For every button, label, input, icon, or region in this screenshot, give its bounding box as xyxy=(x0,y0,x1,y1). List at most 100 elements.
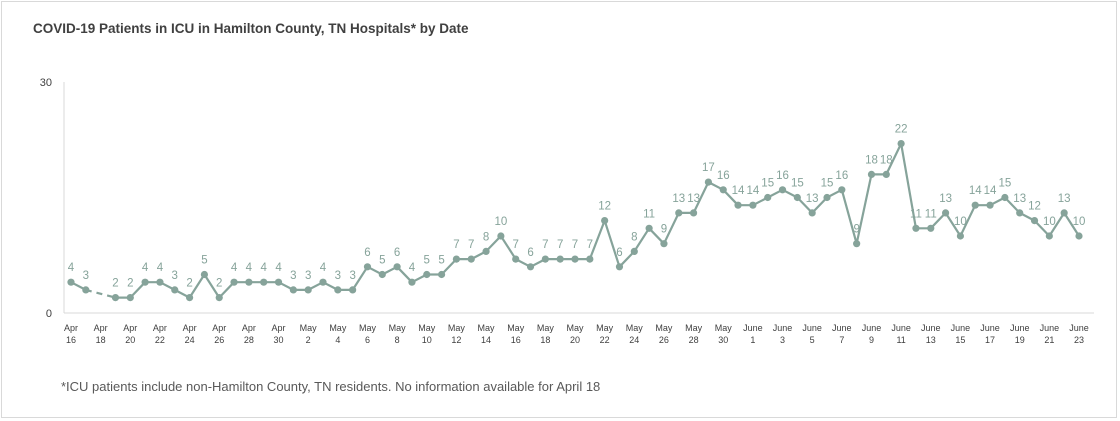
data-label: 3 xyxy=(335,270,341,282)
data-label: 6 xyxy=(616,247,622,259)
x-tick-label: 17 xyxy=(985,335,995,345)
x-tick-label: Apr xyxy=(64,323,78,333)
data-point xyxy=(482,247,490,255)
data-point xyxy=(526,263,535,271)
x-tick-label: 24 xyxy=(185,335,195,345)
data-label: 4 xyxy=(246,262,253,274)
data-point xyxy=(986,201,994,209)
data-label: 4 xyxy=(142,262,149,274)
data-point xyxy=(245,278,253,286)
x-tick-label: May xyxy=(655,323,673,333)
data-label: 2 xyxy=(186,278,192,290)
x-tick-label: June xyxy=(862,323,882,333)
data-label: 13 xyxy=(806,193,819,205)
data-point xyxy=(423,270,431,279)
data-point xyxy=(971,201,979,209)
data-label: 7 xyxy=(513,239,519,251)
data-point xyxy=(408,278,416,286)
series-line-segment xyxy=(885,142,903,176)
data-point xyxy=(82,286,90,294)
data-point xyxy=(185,294,194,302)
x-tick-label: May xyxy=(626,323,644,333)
x-tick-label: 28 xyxy=(244,335,254,345)
data-point xyxy=(452,255,461,263)
series-line-segment xyxy=(188,273,206,299)
x-tick-label: May xyxy=(507,323,525,333)
x-tick-label: 22 xyxy=(600,335,610,345)
x-tick-label: 18 xyxy=(96,335,106,345)
data-label: 4 xyxy=(409,262,416,274)
series-line-segment xyxy=(633,227,651,253)
chart-title: COVID-19 Patients in ICU in Hamilton Cou… xyxy=(33,21,469,36)
x-tick-label: 9 xyxy=(869,335,874,345)
data-label: 18 xyxy=(865,154,878,166)
data-point xyxy=(630,247,638,255)
data-label: 22 xyxy=(895,124,908,136)
x-tick-label: June xyxy=(1069,323,1089,333)
data-label: 5 xyxy=(201,255,207,267)
data-label: 15 xyxy=(998,178,1011,190)
x-tick-label: 7 xyxy=(839,335,844,345)
series-line-segment xyxy=(692,181,710,214)
data-point xyxy=(1045,232,1053,240)
data-label: 6 xyxy=(394,247,400,259)
data-label: 8 xyxy=(483,231,489,243)
x-tick-label: 1 xyxy=(750,335,755,345)
x-tick-label: May xyxy=(329,323,347,333)
x-tick-label: 23 xyxy=(1074,335,1084,345)
x-tick-label: May xyxy=(715,323,733,333)
x-tick-label: June xyxy=(980,323,1000,333)
data-point xyxy=(882,170,890,178)
x-tick-label: June xyxy=(1010,323,1030,333)
data-label: 8 xyxy=(631,231,637,243)
data-point xyxy=(586,255,594,263)
data-label: 11 xyxy=(925,208,937,220)
data-label: 7 xyxy=(468,239,474,251)
data-point xyxy=(1060,209,1068,217)
data-label: 7 xyxy=(572,239,578,251)
x-tick-label: May xyxy=(300,323,318,333)
data-label: 4 xyxy=(275,262,282,274)
x-tick-label: 2 xyxy=(306,335,311,345)
series-line-segment xyxy=(603,219,621,268)
y-tick-label: 30 xyxy=(40,77,52,89)
data-label: 4 xyxy=(320,262,327,274)
data-point xyxy=(556,255,564,263)
data-label: 12 xyxy=(1028,201,1041,213)
x-tick-label: June xyxy=(773,323,793,333)
x-tick-label: 10 xyxy=(422,335,432,345)
x-tick-label: May xyxy=(389,323,407,333)
x-tick-label: 30 xyxy=(274,335,284,345)
x-tick-label: Apr xyxy=(272,323,286,333)
x-tick-label: May xyxy=(359,323,377,333)
data-label: 2 xyxy=(127,278,133,290)
data-point xyxy=(141,278,149,286)
data-point xyxy=(393,263,401,271)
data-point xyxy=(1001,193,1009,202)
data-label: 7 xyxy=(587,239,593,251)
data-label: 15 xyxy=(761,178,774,190)
data-label: 6 xyxy=(527,247,533,259)
data-label: 9 xyxy=(661,224,667,236)
x-tick-label: Apr xyxy=(153,323,167,333)
series-line-segment xyxy=(840,188,858,245)
data-point xyxy=(319,278,327,286)
x-tick-label: 14 xyxy=(481,335,491,345)
data-label: 13 xyxy=(939,193,952,205)
x-tick-label: 19 xyxy=(1015,335,1025,345)
data-point xyxy=(838,186,846,194)
data-point xyxy=(1030,217,1039,225)
data-point xyxy=(467,255,475,263)
data-point xyxy=(289,286,297,294)
data-point xyxy=(897,140,905,148)
x-tick-label: June xyxy=(921,323,941,333)
x-tick-label: June xyxy=(743,323,763,333)
data-label: 14 xyxy=(984,185,997,197)
data-label: 16 xyxy=(835,170,848,182)
data-label: 15 xyxy=(821,178,834,190)
data-point xyxy=(719,186,727,194)
x-tick-label: 21 xyxy=(1044,335,1054,345)
data-label: 17 xyxy=(702,162,715,174)
series-line-segment xyxy=(855,173,873,245)
